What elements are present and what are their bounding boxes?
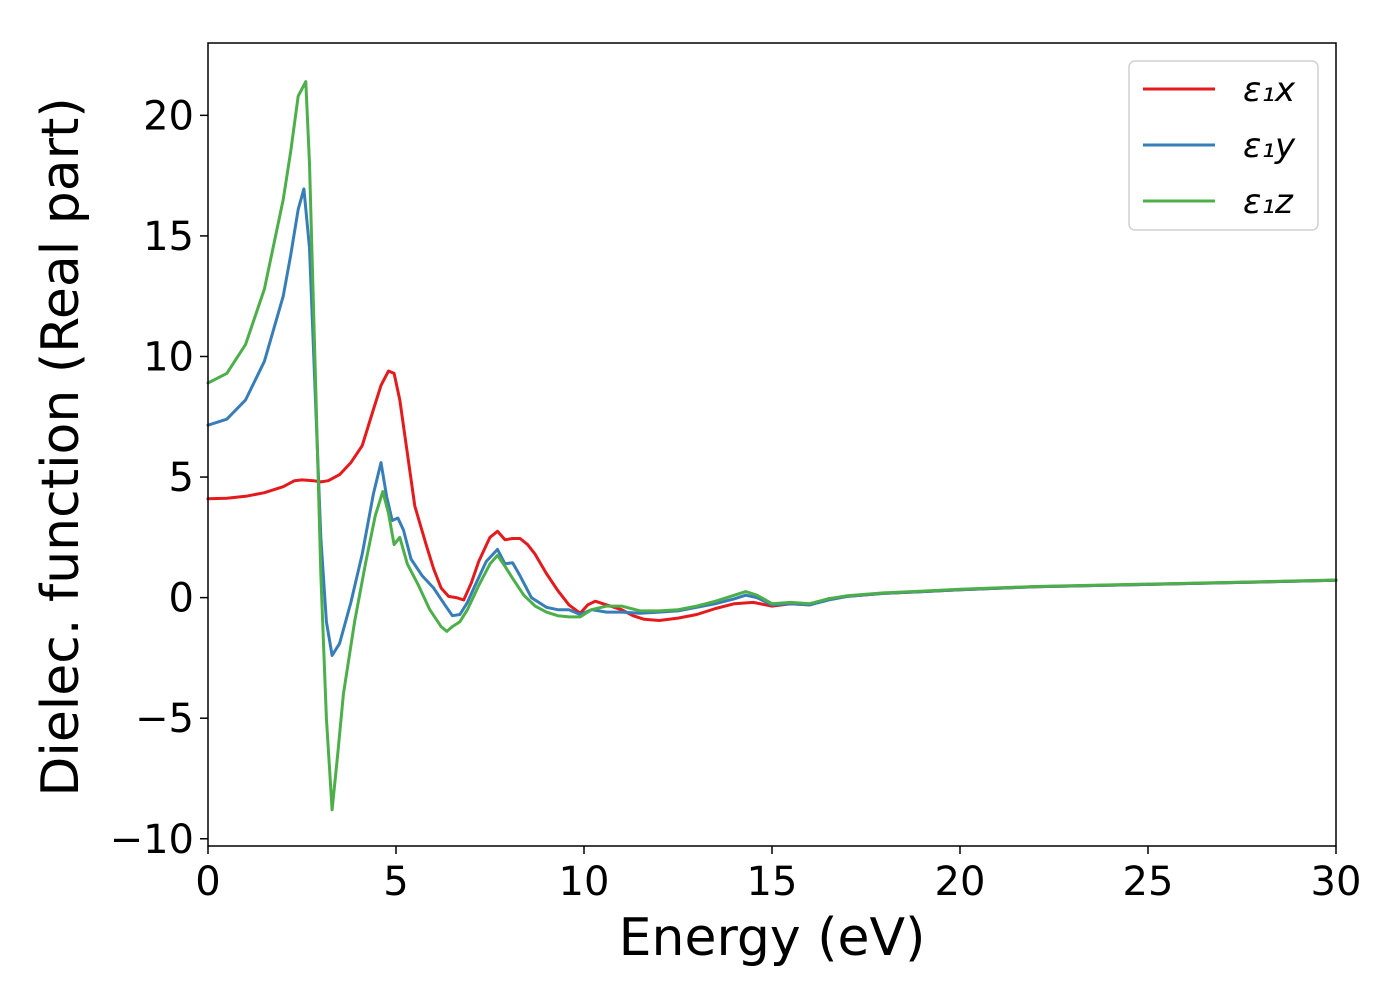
x-tick-label: 5 [383, 859, 408, 905]
legend: ε₁x ε₁y ε₁z [1128, 60, 1319, 231]
series-line-2 [206, 187, 1338, 657]
y-tick-label: 10 [143, 334, 194, 380]
x-tick-label: 30 [1311, 859, 1362, 905]
x-tick-label: 20 [935, 859, 986, 905]
axes-layer: 0 5 10 15 20 25 30 −10 −5 0 5 10 15 20 [110, 42, 1362, 905]
series-line-3 [206, 80, 1338, 812]
x-tick-label: 25 [1123, 859, 1174, 905]
x-axis-label: Energy (eV) [619, 908, 926, 968]
series-layer [206, 80, 1338, 812]
x-tick-label: 0 [195, 859, 220, 905]
y-tick-label: 20 [143, 93, 194, 139]
y-tick-label: −10 [110, 817, 194, 863]
legend-label-2: ε₁y [1243, 126, 1296, 166]
x-tick-label: 15 [747, 859, 798, 905]
legend-label-3: ε₁z [1243, 182, 1294, 222]
y-tick-label: −5 [135, 696, 194, 742]
y-tick-label: 0 [169, 576, 194, 622]
y-tick-label: 5 [169, 455, 194, 501]
y-axis-label: Dielec. function (Real part) [31, 97, 91, 796]
y-tick-label: 15 [143, 214, 194, 260]
x-tick-label: 10 [559, 859, 610, 905]
legend-box [1128, 60, 1319, 231]
legend-label-1: ε₁x [1243, 70, 1296, 110]
